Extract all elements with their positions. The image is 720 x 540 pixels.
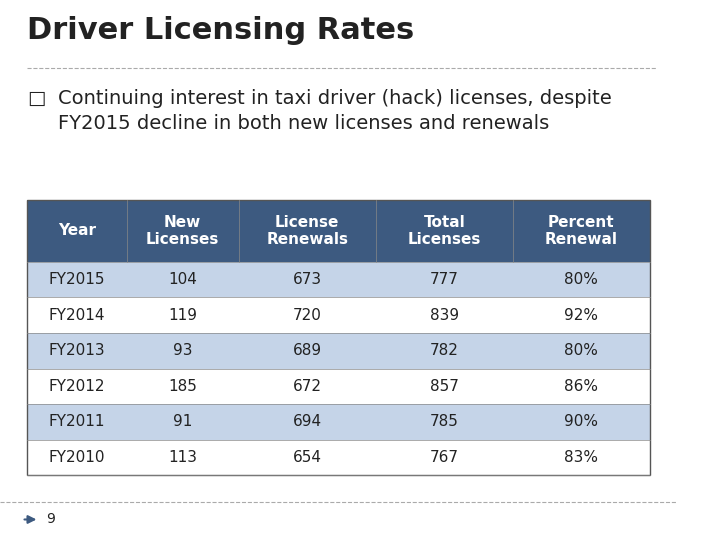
Text: □: □ bbox=[27, 89, 45, 108]
Text: FY2012: FY2012 bbox=[49, 379, 105, 394]
Text: FY2011: FY2011 bbox=[49, 414, 105, 429]
Text: 93: 93 bbox=[173, 343, 192, 358]
Text: 90%: 90% bbox=[564, 414, 598, 429]
Text: 654: 654 bbox=[293, 450, 322, 465]
FancyBboxPatch shape bbox=[27, 200, 649, 262]
FancyBboxPatch shape bbox=[27, 298, 649, 333]
Text: 857: 857 bbox=[430, 379, 459, 394]
Text: Total
Licenses: Total Licenses bbox=[408, 215, 481, 247]
Text: New
Licenses: New Licenses bbox=[146, 215, 220, 247]
Text: 720: 720 bbox=[293, 308, 322, 323]
Text: 119: 119 bbox=[168, 308, 197, 323]
Text: 80%: 80% bbox=[564, 272, 598, 287]
Text: 689: 689 bbox=[293, 343, 322, 358]
Text: FY2014: FY2014 bbox=[49, 308, 105, 323]
Text: Year: Year bbox=[58, 224, 96, 238]
Text: 92%: 92% bbox=[564, 308, 598, 323]
Text: 777: 777 bbox=[430, 272, 459, 287]
Text: 767: 767 bbox=[430, 450, 459, 465]
Text: 104: 104 bbox=[168, 272, 197, 287]
FancyBboxPatch shape bbox=[27, 404, 649, 440]
Text: 839: 839 bbox=[430, 308, 459, 323]
Text: 91: 91 bbox=[173, 414, 192, 429]
Text: 785: 785 bbox=[430, 414, 459, 429]
Text: Driver Licensing Rates: Driver Licensing Rates bbox=[27, 16, 414, 45]
FancyBboxPatch shape bbox=[27, 440, 649, 475]
Text: 86%: 86% bbox=[564, 379, 598, 394]
Text: 9: 9 bbox=[46, 512, 55, 526]
Text: 113: 113 bbox=[168, 450, 197, 465]
Text: Percent
Renewal: Percent Renewal bbox=[545, 215, 618, 247]
Text: 80%: 80% bbox=[564, 343, 598, 358]
Text: Continuing interest in taxi driver (hack) licenses, despite
FY2015 decline in bo: Continuing interest in taxi driver (hack… bbox=[58, 89, 611, 133]
Text: FY2010: FY2010 bbox=[49, 450, 105, 465]
Text: 83%: 83% bbox=[564, 450, 598, 465]
Text: 694: 694 bbox=[293, 414, 322, 429]
Text: 185: 185 bbox=[168, 379, 197, 394]
Text: 782: 782 bbox=[430, 343, 459, 358]
FancyBboxPatch shape bbox=[27, 262, 649, 298]
FancyBboxPatch shape bbox=[27, 368, 649, 404]
Text: FY2015: FY2015 bbox=[49, 272, 105, 287]
Text: 673: 673 bbox=[293, 272, 322, 287]
Text: License
Renewals: License Renewals bbox=[266, 215, 348, 247]
Text: FY2013: FY2013 bbox=[48, 343, 105, 358]
Text: 672: 672 bbox=[293, 379, 322, 394]
FancyBboxPatch shape bbox=[27, 333, 649, 369]
